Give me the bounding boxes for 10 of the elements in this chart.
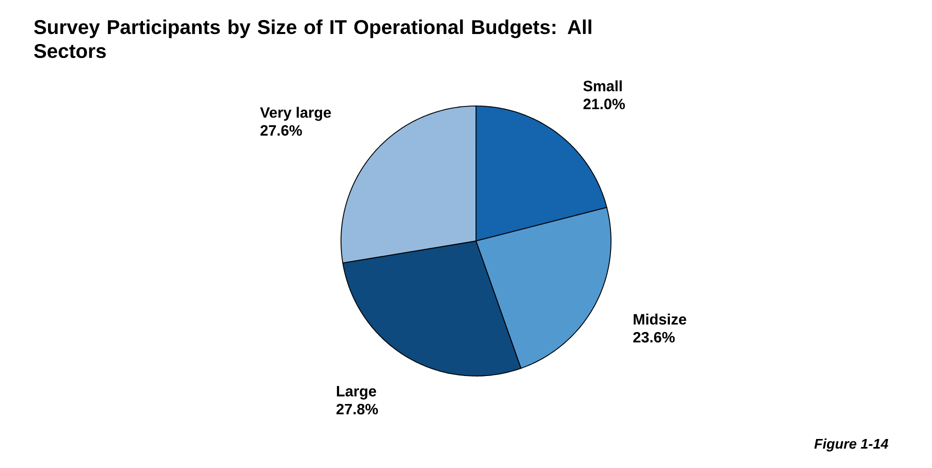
data-label: 27.6% xyxy=(260,125,302,136)
slice-label: Large xyxy=(336,386,376,400)
slice-label: Midsize xyxy=(634,314,686,325)
slice-label: Very large xyxy=(260,106,331,121)
data-label: 23.6% xyxy=(633,332,675,343)
slice-label: Small xyxy=(583,80,622,92)
chart-title: Survey Participants by Size of IT Operational Budgets: All Sectors xyxy=(34,20,592,58)
caption: Figure 1-14 xyxy=(814,438,888,452)
data-label: 21.0% xyxy=(583,98,625,110)
data-label: 27.8% xyxy=(336,404,378,414)
